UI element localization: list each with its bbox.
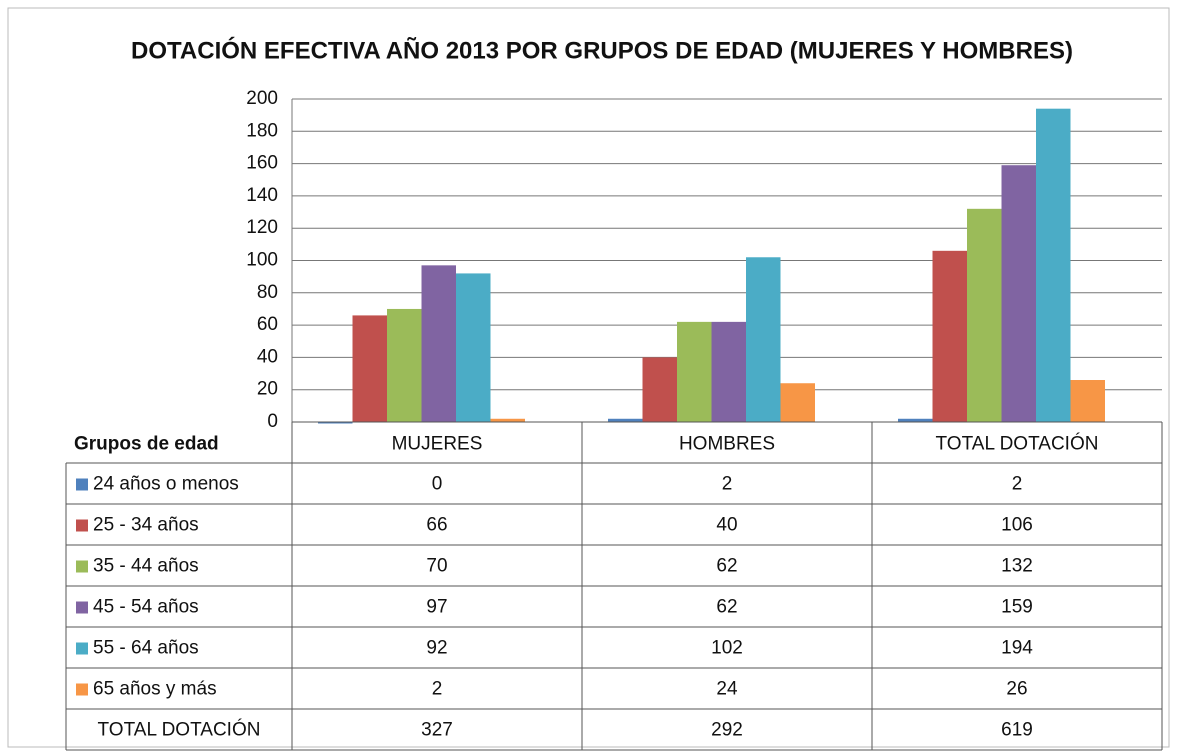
y-tick-label: 20 xyxy=(257,379,278,400)
table-value: 62 xyxy=(716,556,737,577)
legend-swatch xyxy=(76,478,88,491)
category-label: HOMBRES xyxy=(679,434,775,455)
bar xyxy=(352,315,387,422)
legend-label: 45 - 54 años xyxy=(93,597,199,618)
legend-label: 65 años y más xyxy=(93,679,217,700)
table-value: 102 xyxy=(711,638,743,659)
bar xyxy=(932,250,967,422)
bar xyxy=(421,265,456,422)
bar xyxy=(898,418,933,422)
table-header: Grupos de edad xyxy=(74,434,219,455)
bar xyxy=(642,357,677,422)
bar xyxy=(746,257,781,422)
legend-swatch xyxy=(76,683,88,696)
category-label: TOTAL DOTACIÓN xyxy=(936,433,1099,455)
y-tick-label: 160 xyxy=(246,153,278,174)
legend-label: 55 - 64 años xyxy=(93,638,199,659)
table-value: 24 xyxy=(716,679,738,700)
bar xyxy=(608,418,643,422)
legend-swatch xyxy=(76,601,88,614)
table-value: 40 xyxy=(716,515,737,536)
y-tick-label: 180 xyxy=(246,120,278,141)
total-value: 619 xyxy=(1001,720,1033,741)
bar xyxy=(1036,108,1071,422)
table-value: 0 xyxy=(432,474,443,495)
legend-label: 35 - 44 años xyxy=(93,556,199,577)
bar xyxy=(490,418,525,422)
y-tick-label: 40 xyxy=(257,346,278,367)
total-label: TOTAL DOTACIÓN xyxy=(98,719,261,741)
legend-swatch xyxy=(76,519,88,532)
table-value: 2 xyxy=(1012,474,1023,495)
legend-swatch xyxy=(76,642,88,655)
bar xyxy=(1070,380,1105,422)
table-value: 97 xyxy=(426,597,447,618)
y-tick-label: 100 xyxy=(246,250,278,271)
table-value: 70 xyxy=(426,556,447,577)
bar xyxy=(456,273,491,422)
total-value: 327 xyxy=(421,720,453,741)
table-value: 92 xyxy=(426,638,447,659)
legend-label: 24 años o menos xyxy=(93,474,239,495)
table-value: 194 xyxy=(1001,638,1033,659)
bar xyxy=(387,308,422,422)
table-value: 66 xyxy=(426,515,447,536)
y-tick-label: 0 xyxy=(267,411,278,432)
bar xyxy=(967,208,1002,422)
y-tick-label: 80 xyxy=(257,282,278,303)
bar xyxy=(711,321,746,422)
bar xyxy=(780,383,815,422)
bar xyxy=(318,422,353,424)
table-value: 2 xyxy=(722,474,733,495)
table-value: 2 xyxy=(432,679,443,700)
category-label: MUJERES xyxy=(392,434,483,455)
table-value: 106 xyxy=(1001,515,1033,536)
chart-title: DOTACIÓN EFECTIVA AÑO 2013 POR GRUPOS DE… xyxy=(131,36,1073,64)
table-value: 26 xyxy=(1006,679,1027,700)
table-value: 62 xyxy=(716,597,737,618)
bar xyxy=(677,321,712,422)
table-value: 159 xyxy=(1001,597,1033,618)
legend-swatch xyxy=(76,560,88,573)
table-value: 132 xyxy=(1001,556,1033,577)
total-value: 292 xyxy=(711,720,743,741)
legend-label: 25 - 34 años xyxy=(93,515,199,536)
bar xyxy=(1001,165,1036,422)
y-tick-label: 60 xyxy=(257,314,278,335)
y-tick-label: 200 xyxy=(246,88,278,109)
y-tick-label: 120 xyxy=(246,217,278,238)
y-tick-label: 140 xyxy=(246,185,278,206)
